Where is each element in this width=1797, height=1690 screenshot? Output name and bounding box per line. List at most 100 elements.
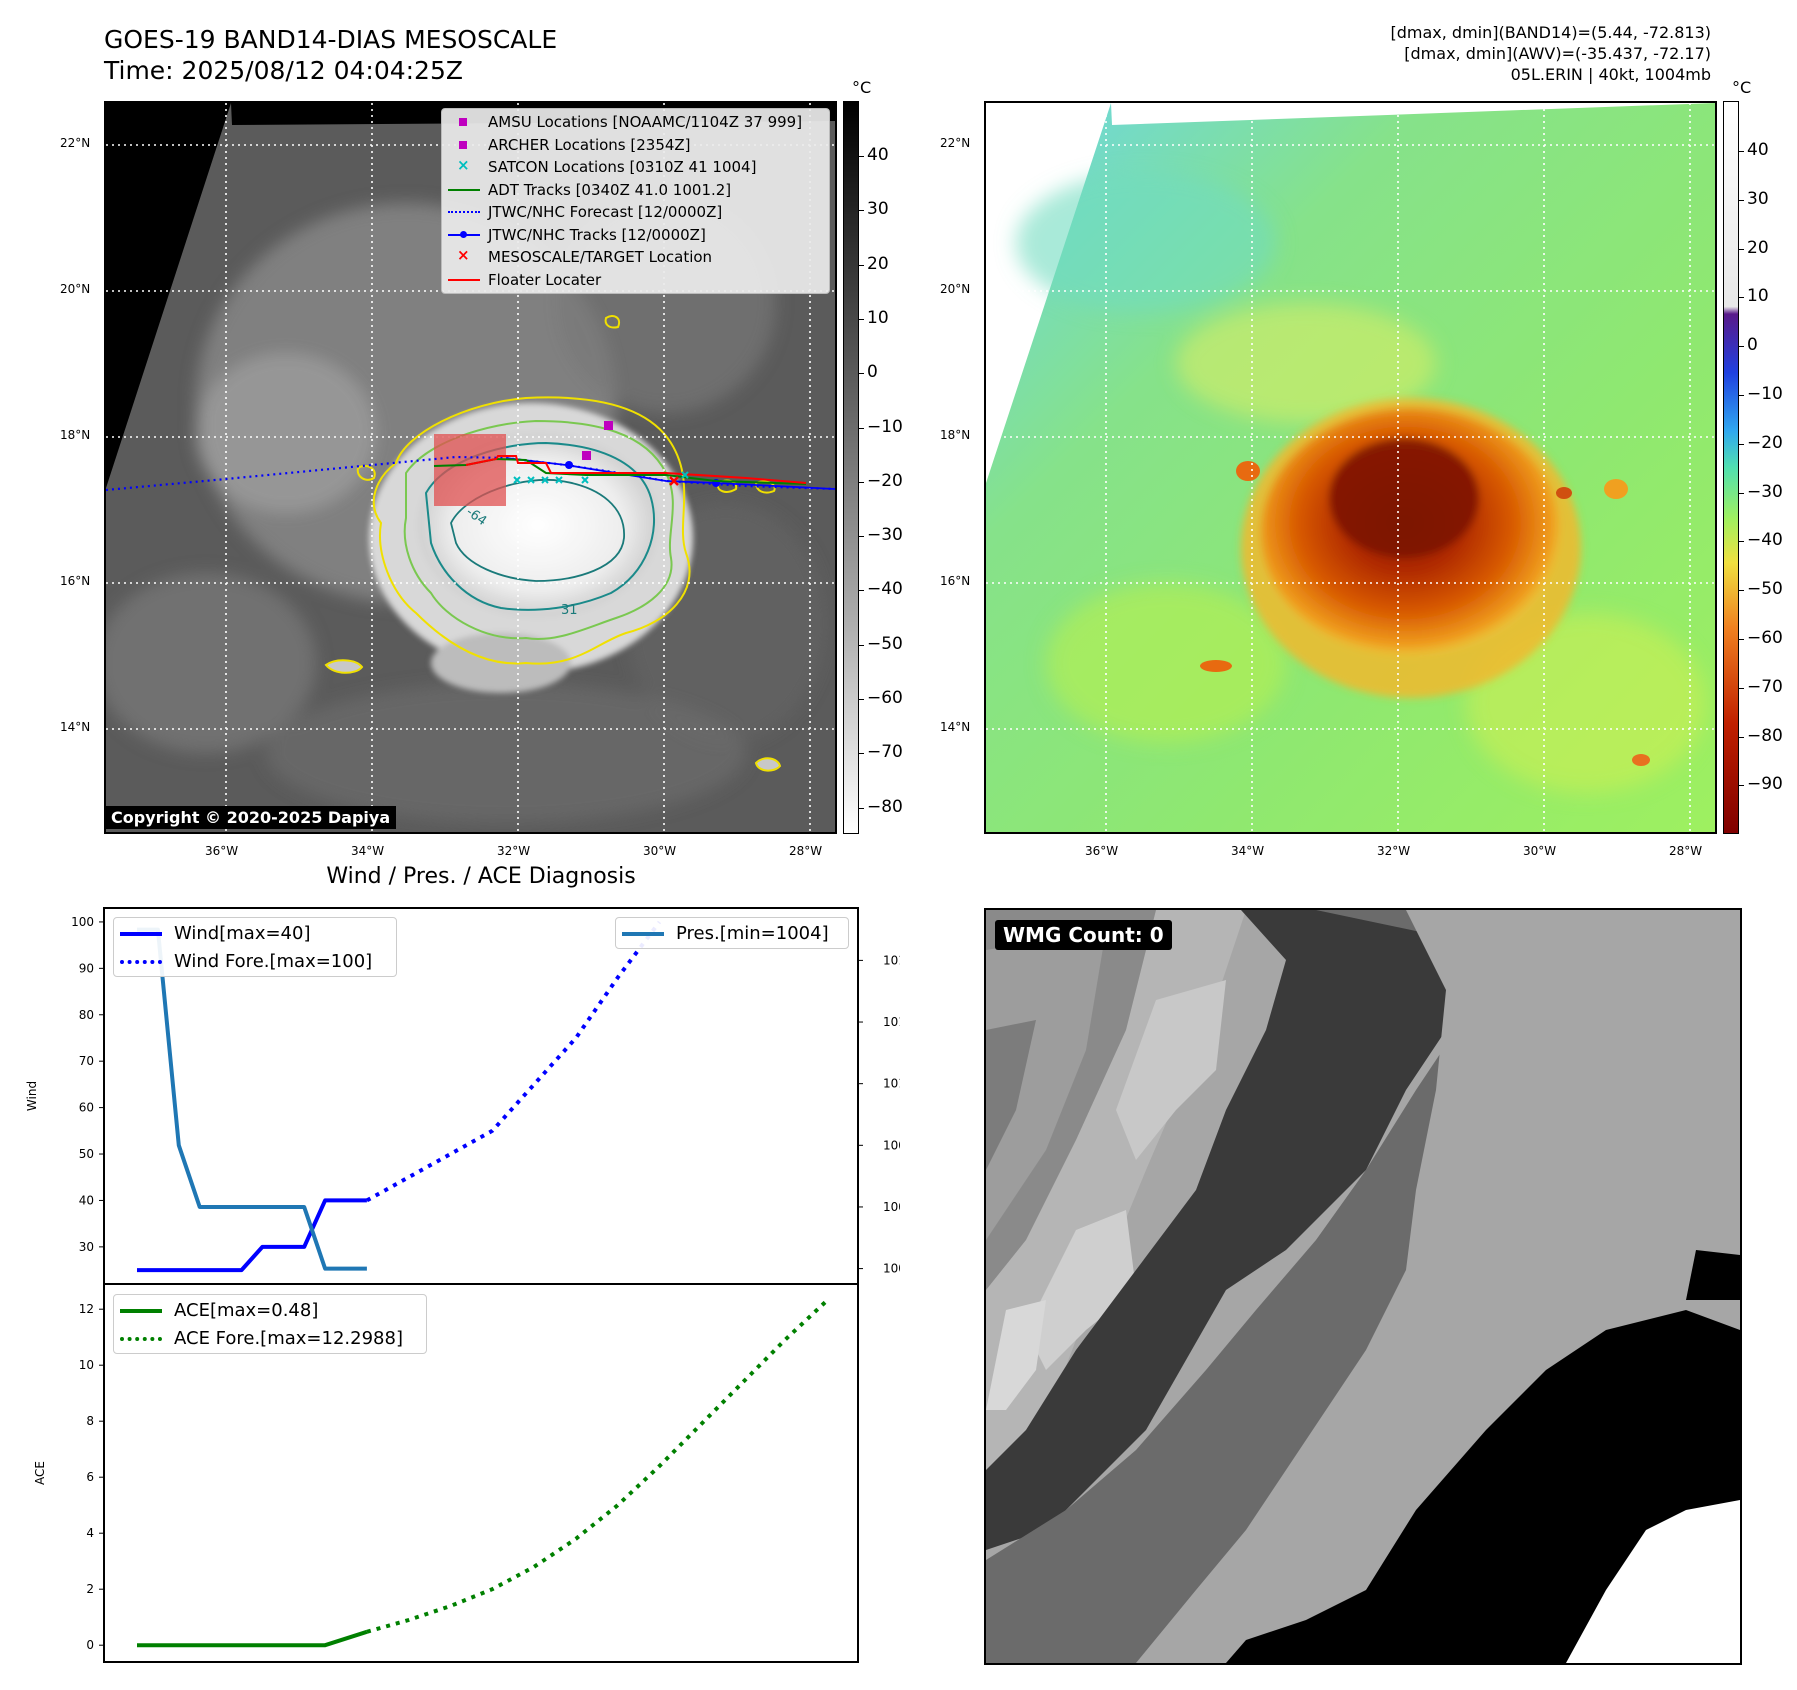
ir-colorbar-tick-mark — [859, 373, 864, 375]
awv-colorbar-tick-mark — [1739, 639, 1744, 640]
awv-colorbar-tick-mark — [1739, 199, 1744, 201]
copyright-label: Copyright © 2020-2025 Dapiya — [105, 806, 397, 829]
awv-colorbar-tick-mark — [1739, 151, 1744, 152]
ir-colorbar-tick-label: 30 — [867, 199, 889, 220]
pressure-y-tick-label: 1014 — [883, 953, 900, 967]
awv-colorbar-tick-label: 20 — [1747, 237, 1769, 258]
ir-colorbar-tick-mark — [859, 427, 864, 429]
awv-colorbar-tick-mark — [1739, 297, 1744, 299]
ir-colorbar-tick-mark — [859, 264, 864, 266]
wmg-panel[interactable] — [984, 908, 1742, 1665]
ace-y-tick-label: 6 — [86, 1470, 94, 1484]
ir-lat-label: 22°N — [60, 136, 91, 150]
floater-box — [434, 434, 506, 506]
awv-colorbar-tick-label: −70 — [1747, 676, 1783, 697]
legend-floater: Floater Locater — [442, 269, 829, 292]
awv-colorbar-tick-label: −30 — [1747, 481, 1783, 502]
legend-forecast: JTWC/NHC Forecast [12/0000Z] — [442, 201, 829, 224]
awv-lat-label: 14°N — [940, 720, 971, 734]
pressure-y-tick-label: 1008 — [883, 1138, 900, 1152]
ace-y-tick-label: 8 — [86, 1414, 94, 1428]
ir-map-legend: AMSU Locations [NOAAMC/1104Z 37 999] ARC… — [441, 108, 830, 294]
awv-colorbar-tick-label: −40 — [1747, 530, 1783, 551]
ir-colorbar-tick-mark — [859, 318, 864, 320]
info-line-3: 05L.ERIN | 40kt, 1004mb — [1510, 65, 1711, 84]
wind-y-tick-label: 80 — [79, 1008, 94, 1022]
ir-colorbar-tick-label: −40 — [867, 579, 903, 600]
wind-forecast-line — [365, 920, 662, 1203]
awv-colorbar — [1723, 101, 1739, 834]
ir-lat-label: 14°N — [60, 720, 91, 734]
ir-colorbar-tick-mark — [859, 699, 864, 700]
awv-lon-label: 28°W — [1669, 844, 1703, 858]
legend-wind: Wind[max=40] — [114, 919, 396, 947]
ace-legend: ACE[max=0.48] ACE Fore.[max=12.2988] — [113, 1294, 427, 1354]
awv-map[interactable] — [984, 101, 1717, 834]
awv-colorbar-tick-mark — [1739, 492, 1744, 494]
wind-y-tick-label: 100 — [71, 915, 94, 929]
ir-colorbar-tick-label: −20 — [867, 470, 903, 491]
info-header: [dmax, dmin](BAND14)=(5.44, -72.813) [dm… — [1111, 22, 1712, 85]
pressure-y-tick-label: 1004 — [883, 1262, 900, 1276]
ir-colorbar-tick-mark — [859, 753, 864, 755]
ir-lat-label: 18°N — [60, 428, 91, 442]
info-line-1: [dmax, dmin](BAND14)=(5.44, -72.813) — [1390, 23, 1712, 42]
ir-colorbar-tick-mark — [859, 536, 864, 538]
awv-colorbar-tick-mark — [1739, 395, 1744, 396]
ace-y-tick-label: 12 — [79, 1302, 94, 1316]
awv-colorbar-tick-mark — [1739, 590, 1744, 592]
wind-y-tick-label: 50 — [79, 1147, 94, 1161]
ir-colorbar-tick-label: −10 — [867, 416, 903, 437]
ir-colorbar-tick-mark — [859, 481, 864, 483]
awv-colorbar-tick-mark — [1739, 248, 1744, 250]
awv-colorbar-unit: °C — [1732, 78, 1752, 97]
ir-colorbar-tick-mark — [859, 644, 864, 646]
awv-colorbar-tick-mark — [1739, 541, 1744, 543]
legend-ace: ACE[max=0.48] — [114, 1296, 426, 1324]
legend-mesoscale: × MESOSCALE/TARGET Location — [457, 246, 713, 267]
awv-colorbar-tick-label: 10 — [1747, 286, 1769, 307]
legend-pressure: Pres.[min=1004] — [616, 919, 848, 947]
legend-amsu: AMSU Locations [NOAAMC/1104Z 37 999] — [442, 111, 829, 134]
awv-lat-label: 22°N — [940, 136, 971, 150]
ir-lon-label: 32°W — [497, 844, 531, 858]
awv-lon-label: 30°W — [1523, 844, 1557, 858]
awv-colorbar-tick-mark — [1739, 736, 1744, 738]
awv-lon-label: 34°W — [1231, 844, 1265, 858]
ir-colorbar-tick-label: −70 — [867, 742, 903, 763]
ir-colorbar-tick-mark — [859, 156, 864, 157]
ace-y-tick-label: 0 — [86, 1638, 94, 1652]
awv-colorbar-tick-label: −80 — [1747, 725, 1783, 746]
wind-y-tick-label: 30 — [79, 1240, 94, 1254]
diagnosis-title: Wind / Pres. / ACE Diagnosis — [326, 864, 636, 889]
awv-colorbar-tick-mark — [1739, 443, 1744, 445]
ir-lon-label: 30°W — [643, 844, 677, 858]
wind-line — [137, 1198, 367, 1273]
awv-colorbar-tick-mark — [1739, 785, 1744, 787]
legend-tracks: JTWC/NHC Tracks [12/0000Z] — [442, 224, 829, 247]
awv-image — [986, 103, 1715, 832]
ir-lat-label: 20°N — [60, 282, 91, 296]
title-line-2: Time: 2025/08/12 04:04:25Z — [104, 56, 463, 85]
awv-lon-label: 36°W — [1085, 844, 1119, 858]
awv-colorbar-tick-label: 40 — [1747, 140, 1769, 160]
legend-satcon: × SATCON Locations [0310Z 41 1004] — [457, 156, 757, 177]
awv-lat-label: 20°N — [940, 282, 971, 296]
awv-colorbar-tick-mark — [1739, 687, 1744, 689]
contour-label-2: 31 — [561, 603, 578, 618]
awv-lat-label: 16°N — [940, 574, 971, 588]
wind-y-tick-label: 60 — [79, 1101, 94, 1115]
ace-axis-label: ACE — [33, 1461, 47, 1485]
legend-archer: ARCHER Locations [2354Z] — [442, 134, 829, 157]
ir-lon-label: 34°W — [351, 844, 385, 858]
legend-ace-forecast: ACE Fore.[max=12.2988] — [114, 1324, 426, 1352]
forecast-track — [106, 455, 835, 492]
ir-colorbar-tick-label: −60 — [867, 688, 903, 708]
awv-lon-label: 32°W — [1377, 844, 1411, 858]
ir-colorbar-tick-label: 10 — [867, 307, 889, 328]
ace-y-tick-label: 10 — [79, 1358, 94, 1372]
legend-wind-forecast: Wind Fore.[max=100] — [114, 947, 396, 975]
wind-ace-chart: 3040506070809010010041006100810101012101… — [25, 907, 900, 1663]
awv-colorbar-tick-label: 30 — [1747, 188, 1769, 209]
